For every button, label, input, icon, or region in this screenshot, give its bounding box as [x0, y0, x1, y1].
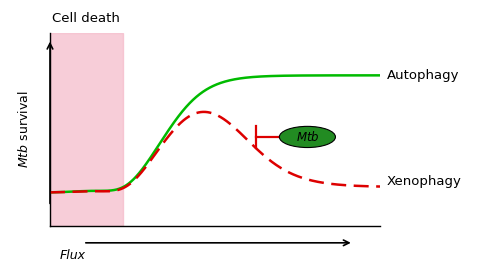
Text: Cell death: Cell death — [52, 12, 120, 25]
Text: Xenophagy: Xenophagy — [386, 175, 462, 188]
Text: Autophagy: Autophagy — [386, 69, 459, 82]
Text: $\it{Mtb}$: $\it{Mtb}$ — [296, 130, 319, 144]
Bar — [50, 33, 122, 226]
Ellipse shape — [280, 126, 336, 147]
Text: $\it{Mtb}$ survival: $\it{Mtb}$ survival — [16, 90, 30, 168]
Text: Flux: Flux — [60, 249, 86, 262]
